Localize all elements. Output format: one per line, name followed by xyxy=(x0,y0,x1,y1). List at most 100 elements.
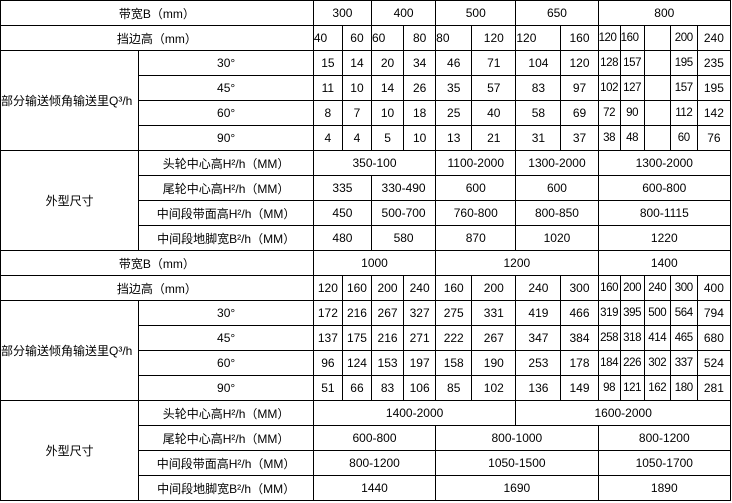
flow-value: 347 xyxy=(515,325,562,351)
flow-value: 302 xyxy=(643,350,671,376)
dimension-value: 1020 xyxy=(515,225,599,251)
flow-value xyxy=(643,75,671,101)
flow-value: 564 xyxy=(669,300,698,326)
dimensions-label: 外型尺寸 xyxy=(0,400,140,501)
edge-height-value: 60 xyxy=(341,25,373,51)
dimension-value: 600 xyxy=(435,175,517,201)
flow-value: 281 xyxy=(696,375,732,401)
dimension-value: 870 xyxy=(435,225,517,251)
flow-value: 195 xyxy=(669,50,698,76)
belt-width-value: 800 xyxy=(597,0,732,26)
flow-value: 465 xyxy=(669,325,698,351)
flow-value: 71 xyxy=(471,50,517,76)
flow-value: 327 xyxy=(403,300,437,326)
dimension-row: 中间段地脚宽B²/h（MM） 480 580 870 1020 1220 xyxy=(1,225,732,251)
dimension-label: 中间段地脚宽B²/h（MM） xyxy=(138,475,314,501)
flow-value: 26 xyxy=(403,75,437,101)
flow-value: 46 xyxy=(435,50,473,76)
belt-width-value: 650 xyxy=(515,0,599,26)
angle-label: 60° xyxy=(138,350,314,376)
angle-label: 60° xyxy=(138,100,314,126)
flow-value: 216 xyxy=(341,300,373,326)
flow-value: 98 xyxy=(597,375,621,401)
angle-label: 30° xyxy=(138,300,314,326)
flow-value: 184 xyxy=(597,350,621,376)
flow-value: 395 xyxy=(619,300,645,326)
edge-height-value: 300 xyxy=(669,275,698,301)
flow-value: 419 xyxy=(515,300,562,326)
edge-height-value: 80 xyxy=(403,25,437,51)
dimension-label: 尾轮中心高H²/h（MM） xyxy=(138,425,314,451)
flow-value: 128 xyxy=(597,50,621,76)
flow-value: 235 xyxy=(696,50,732,76)
belt-width-value: 1000 xyxy=(312,250,437,276)
flow-value: 10 xyxy=(403,125,437,151)
flow-value: 157 xyxy=(669,75,698,101)
angle-label: 90° xyxy=(138,125,314,151)
dimension-row: 中间段带面高H²/h（MM） 450 500-700 760-800 800-850 80… xyxy=(1,200,732,226)
flow-value: 51 xyxy=(312,375,343,401)
flow-value: 337 xyxy=(669,350,698,376)
dimension-label: 中间段地脚宽B²/h（MM） xyxy=(138,225,314,251)
dimension-value: 800-1200 xyxy=(312,450,437,476)
flow-value: 104 xyxy=(515,50,562,76)
flow-value: 271 xyxy=(403,325,437,351)
flow-value: 157 xyxy=(619,50,645,76)
flow-value: 172 xyxy=(312,300,343,326)
flow-value: 83 xyxy=(370,375,405,401)
dimension-value: 335 xyxy=(312,175,373,201)
edge-height-value: 160 xyxy=(560,25,599,51)
flow-value: 175 xyxy=(341,325,373,351)
flow-value: 267 xyxy=(370,300,405,326)
dimension-value: 350-100 xyxy=(312,150,437,176)
dimension-value: 1050-1700 xyxy=(597,450,732,476)
angle-label: 90° xyxy=(138,375,314,401)
flow-value: 83 xyxy=(515,75,562,101)
flow-value: 384 xyxy=(560,325,599,351)
dimension-label: 头轮中心高H²/h（MM） xyxy=(138,400,314,426)
flow-value: 120 xyxy=(560,50,599,76)
flow-capacity-label: 部分输送倾角输送里Q³/h xyxy=(0,50,140,151)
flow-value: 97 xyxy=(560,75,599,101)
flow-value: 35 xyxy=(435,75,473,101)
belt-width-value: 300 xyxy=(312,0,373,26)
flow-value: 216 xyxy=(370,325,405,351)
belt-width-value: 400 xyxy=(370,0,437,26)
belt-width-row: 带宽B（mm） 1000 1200 1400 xyxy=(0,250,732,276)
dimension-value: 1890 xyxy=(597,475,732,501)
flow-value: 11 xyxy=(312,75,343,101)
dimension-label: 头轮中心高H²/h（MM） xyxy=(138,150,314,176)
flow-value: 48 xyxy=(619,125,645,151)
flow-value: 96 xyxy=(312,350,343,376)
belt-width-value: 500 xyxy=(435,0,517,26)
belt-width-label: 带宽B（mm） xyxy=(0,250,314,276)
flow-value: 58 xyxy=(515,100,562,126)
dimension-row: 外型尺寸 头轮中心高H²/h（MM） 1400-2000 1600-2000 xyxy=(0,400,731,501)
flow-value: 8 xyxy=(312,100,343,126)
edge-height-value: 240 xyxy=(643,275,671,301)
edge-height-value: 240 xyxy=(515,275,562,301)
flow-row: 90° 51 66 83 106 85 102 136 149 98 121 162 180 281 xyxy=(1,375,732,401)
edge-height-value: 200 xyxy=(370,275,405,301)
flow-value: 38 xyxy=(597,125,621,151)
flow-value: 142 xyxy=(696,100,732,126)
flow-value: 195 xyxy=(696,75,732,101)
flow-value: 102 xyxy=(471,375,517,401)
dimension-row: 中间段带面高H²/h（MM） 800-1200 1050-1500 1050-1700 xyxy=(1,450,732,476)
flow-value: 10 xyxy=(370,100,405,126)
belt-width-value: 1400 xyxy=(597,250,732,276)
flow-row: 部分输送倾角输送里Q³/h 30° 172 216 267 327 275 331 419 466… xyxy=(0,300,732,401)
angle-label: 45° xyxy=(138,75,314,101)
flow-value xyxy=(643,125,671,151)
edge-height-value: 400 xyxy=(696,275,732,301)
dimension-value: 760-800 xyxy=(435,200,517,226)
flow-value: 253 xyxy=(515,350,562,376)
flow-value: 7 xyxy=(341,100,373,126)
dimension-value: 1300-2000 xyxy=(515,150,599,176)
flow-value: 72 xyxy=(597,100,621,126)
dimension-value: 600 xyxy=(515,175,599,201)
angle-label: 45° xyxy=(138,325,314,351)
flow-value: 222 xyxy=(435,325,473,351)
flow-value: 18 xyxy=(403,100,437,126)
